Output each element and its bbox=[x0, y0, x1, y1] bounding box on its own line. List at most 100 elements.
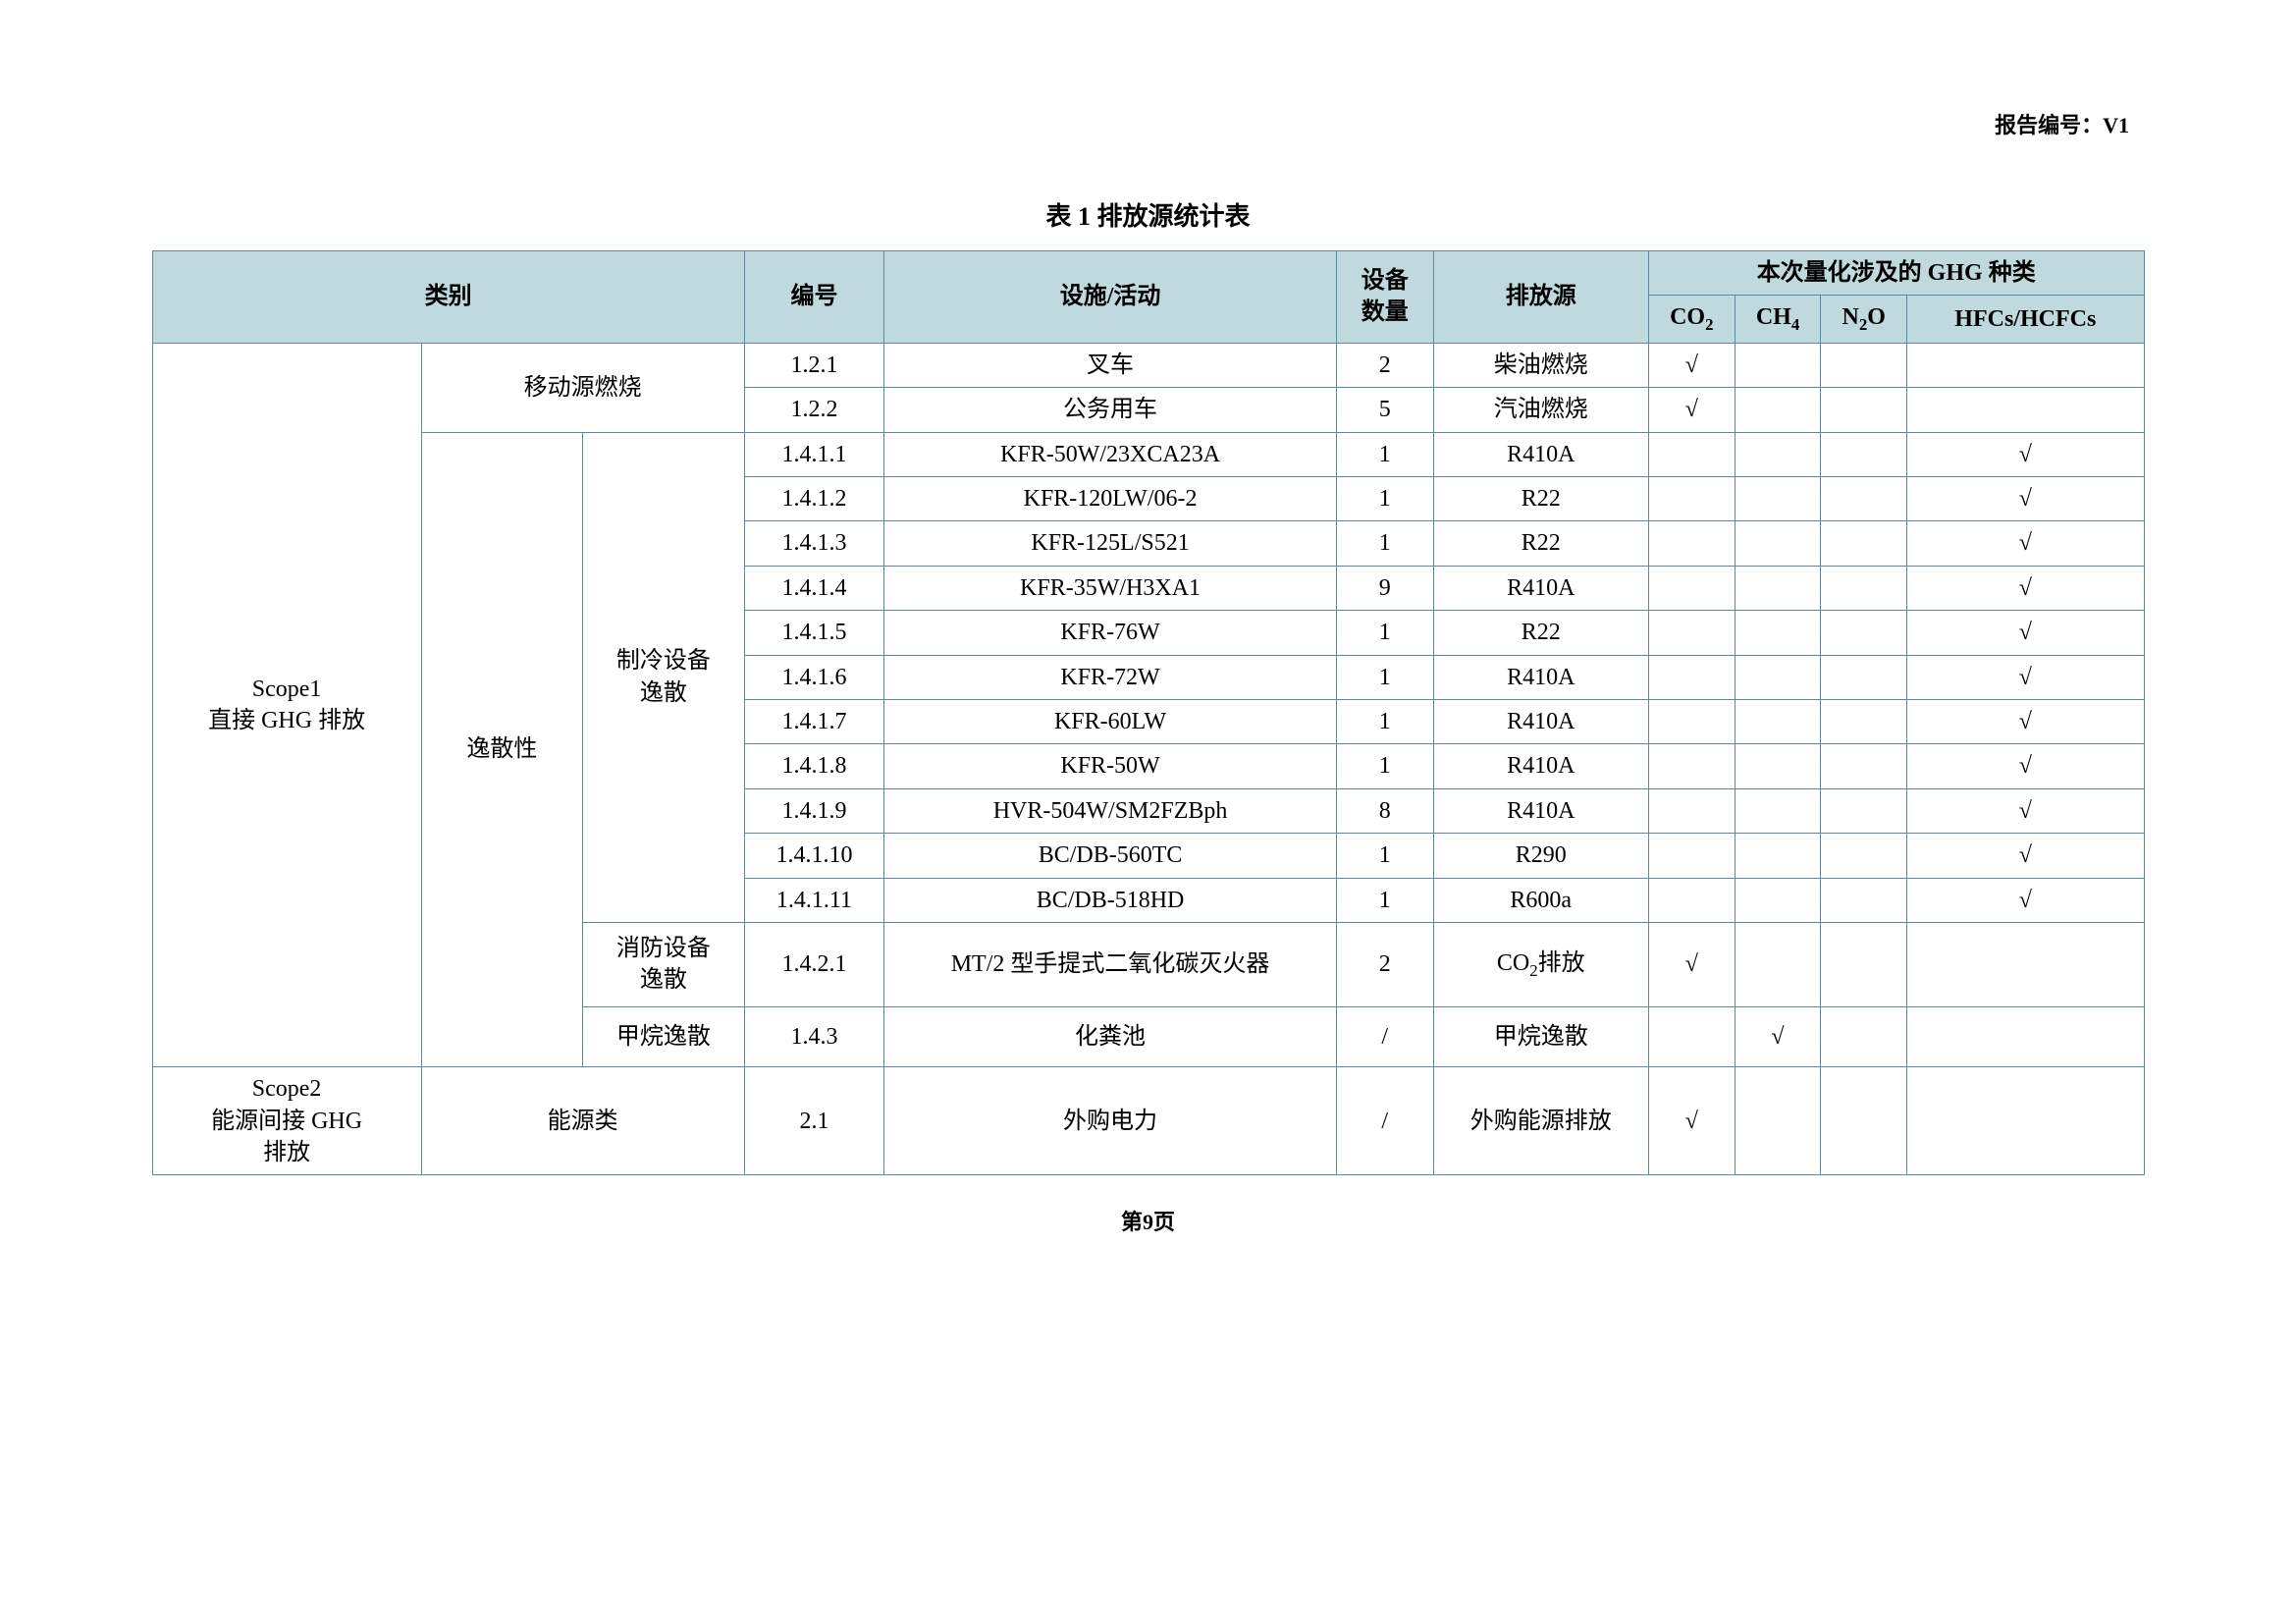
cell-fac: KFR-72W bbox=[884, 655, 1337, 699]
cell-ch4 bbox=[1735, 878, 1821, 922]
cell-hfc bbox=[1907, 922, 2144, 1006]
cell-code: 1.4.1.6 bbox=[744, 655, 884, 699]
cell-qty: 1 bbox=[1336, 432, 1433, 476]
cell-fac: BC/DB-518HD bbox=[884, 878, 1337, 922]
cell-fac: KFR-125L/S521 bbox=[884, 521, 1337, 566]
cell-src: R22 bbox=[1433, 521, 1648, 566]
cell-qty: 9 bbox=[1336, 566, 1433, 610]
cell-co2 bbox=[1648, 878, 1735, 922]
cell-src: R410A bbox=[1433, 744, 1648, 788]
cell-hfc: √ bbox=[1907, 477, 2144, 521]
cell-code: 1.4.1.8 bbox=[744, 744, 884, 788]
table-row: Scope1 直接 GHG 排放 移动源燃烧 1.2.1 叉车 2 柴油燃烧 √ bbox=[152, 343, 2144, 387]
cell-code: 1.4.1.11 bbox=[744, 878, 884, 922]
cell-fac: 化粪池 bbox=[884, 1006, 1337, 1066]
cell-n2o bbox=[1821, 343, 1907, 387]
cell-qty: / bbox=[1336, 1067, 1433, 1175]
cell-code: 1.4.1.4 bbox=[744, 566, 884, 610]
cell-code: 1.4.1.1 bbox=[744, 432, 884, 476]
cell-ch4 bbox=[1735, 388, 1821, 432]
cell-src: 外购能源排放 bbox=[1433, 1067, 1648, 1175]
cell-src: R600a bbox=[1433, 878, 1648, 922]
cell-src: 柴油燃烧 bbox=[1433, 343, 1648, 387]
cell-hfc bbox=[1907, 1006, 2144, 1066]
cell-fac: KFR-50W bbox=[884, 744, 1337, 788]
cell-fac: 叉车 bbox=[884, 343, 1337, 387]
cell-hfc: √ bbox=[1907, 521, 2144, 566]
cell-ch4 bbox=[1735, 655, 1821, 699]
cell-n2o bbox=[1821, 788, 1907, 833]
cell-n2o bbox=[1821, 655, 1907, 699]
scope1-label: Scope1 直接 GHG 排放 bbox=[152, 343, 421, 1066]
table-row: 逸散性 制冷设备 逸散 1.4.1.1 KFR-50W/23XCA23A 1 R… bbox=[152, 432, 2144, 476]
cell-n2o bbox=[1821, 878, 1907, 922]
cell-ch4 bbox=[1735, 788, 1821, 833]
cell-hfc: √ bbox=[1907, 788, 2144, 833]
cell-ch4 bbox=[1735, 834, 1821, 878]
th-facility: 设施/活动 bbox=[884, 251, 1337, 344]
cell-hfc bbox=[1907, 388, 2144, 432]
cell-fac: HVR-504W/SM2FZBph bbox=[884, 788, 1337, 833]
cell-code: 1.4.1.5 bbox=[744, 611, 884, 655]
cat-fire: 消防设备 逸散 bbox=[583, 922, 745, 1006]
cell-co2 bbox=[1648, 611, 1735, 655]
th-ch4: CH4 bbox=[1735, 296, 1821, 343]
cell-ch4 bbox=[1735, 922, 1821, 1006]
cell-code: 1.2.2 bbox=[744, 388, 884, 432]
cell-n2o bbox=[1821, 744, 1907, 788]
th-qty: 设备 数量 bbox=[1336, 251, 1433, 344]
cell-ch4 bbox=[1735, 611, 1821, 655]
cell-co2 bbox=[1648, 744, 1735, 788]
cell-src: 汽油燃烧 bbox=[1433, 388, 1648, 432]
cell-co2 bbox=[1648, 788, 1735, 833]
cat-refrig: 制冷设备 逸散 bbox=[583, 432, 745, 922]
cat-mobile: 移动源燃烧 bbox=[421, 343, 744, 432]
cell-n2o bbox=[1821, 566, 1907, 610]
cell-co2: √ bbox=[1648, 388, 1735, 432]
cell-hfc bbox=[1907, 343, 2144, 387]
report-number: 报告编号：V1 bbox=[1995, 108, 2129, 139]
cell-co2: √ bbox=[1648, 1067, 1735, 1175]
th-qty-l1: 设备 bbox=[1362, 268, 1409, 294]
cell-hfc: √ bbox=[1907, 834, 2144, 878]
cell-fac: BC/DB-560TC bbox=[884, 834, 1337, 878]
cell-fac: KFR-35W/H3XA1 bbox=[884, 566, 1337, 610]
cell-qty: 2 bbox=[1336, 343, 1433, 387]
cell-src: R410A bbox=[1433, 788, 1648, 833]
cell-ch4 bbox=[1735, 699, 1821, 743]
cell-qty: 1 bbox=[1336, 521, 1433, 566]
cell-qty: 1 bbox=[1336, 834, 1433, 878]
header-row-1: 类别 编号 设施/活动 设备 数量 排放源 本次量化涉及的 GHG 种类 bbox=[152, 251, 2144, 296]
cell-ch4 bbox=[1735, 477, 1821, 521]
cell-src: R290 bbox=[1433, 834, 1648, 878]
cell-src: R410A bbox=[1433, 566, 1648, 610]
cell-hfc: √ bbox=[1907, 744, 2144, 788]
cat-fugitive: 逸散性 bbox=[421, 432, 583, 1066]
cell-co2 bbox=[1648, 566, 1735, 610]
cell-src: R22 bbox=[1433, 611, 1648, 655]
cell-co2 bbox=[1648, 432, 1735, 476]
cell-hfc: √ bbox=[1907, 699, 2144, 743]
cell-ch4 bbox=[1735, 343, 1821, 387]
cell-fac: 外购电力 bbox=[884, 1067, 1337, 1175]
cell-n2o bbox=[1821, 1067, 1907, 1175]
th-source: 排放源 bbox=[1433, 251, 1648, 344]
cell-ch4 bbox=[1735, 521, 1821, 566]
cell-fac: KFR-120LW/06-2 bbox=[884, 477, 1337, 521]
cell-n2o bbox=[1821, 922, 1907, 1006]
th-n2o: N2O bbox=[1821, 296, 1907, 343]
cell-hfc: √ bbox=[1907, 611, 2144, 655]
th-co2: CO2 bbox=[1648, 296, 1735, 343]
cat-energy: 能源类 bbox=[421, 1067, 744, 1175]
cell-co2 bbox=[1648, 521, 1735, 566]
cell-co2 bbox=[1648, 477, 1735, 521]
cell-co2: √ bbox=[1648, 922, 1735, 1006]
cell-n2o bbox=[1821, 388, 1907, 432]
cell-code: 1.4.2.1 bbox=[744, 922, 884, 1006]
cell-n2o bbox=[1821, 477, 1907, 521]
cell-n2o bbox=[1821, 699, 1907, 743]
cell-code: 1.4.1.9 bbox=[744, 788, 884, 833]
cell-qty: 1 bbox=[1336, 699, 1433, 743]
cat-methane: 甲烷逸散 bbox=[583, 1006, 745, 1066]
cell-qty: 1 bbox=[1336, 655, 1433, 699]
